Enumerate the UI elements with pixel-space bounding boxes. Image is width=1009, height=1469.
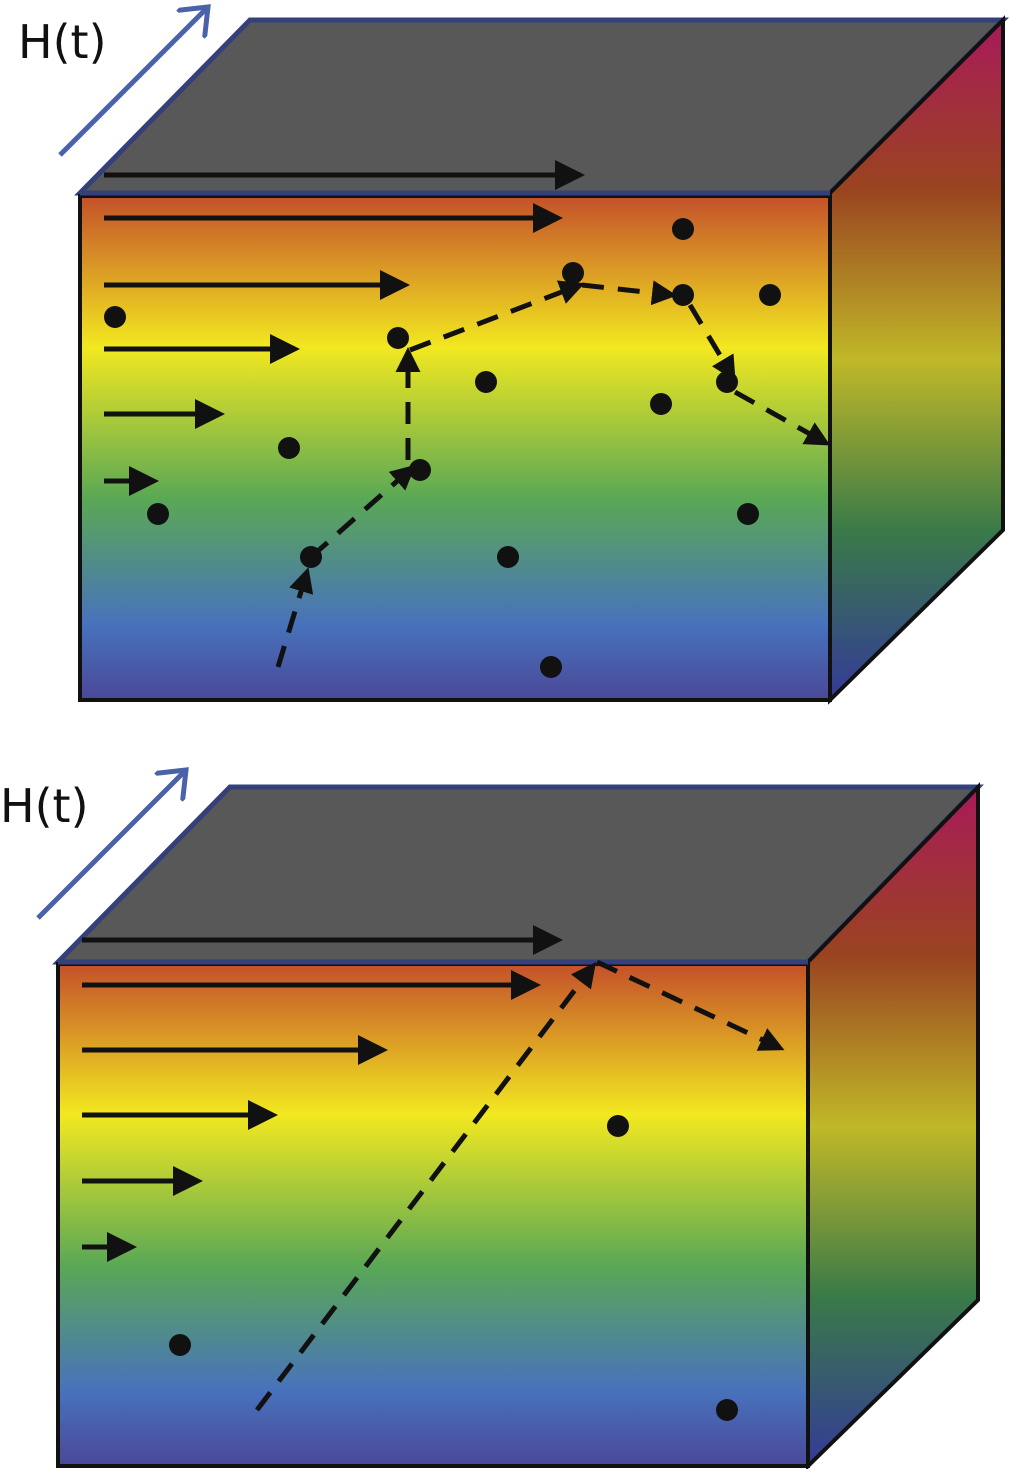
trajectory	[275, 567, 314, 668]
particles	[409, 459, 431, 481]
particles	[169, 1115, 738, 1421]
particles	[169, 1334, 191, 1356]
flow-arrows	[82, 925, 563, 1262]
field-arrow	[36, 770, 186, 920]
particles	[716, 1399, 738, 1421]
particles	[475, 371, 497, 393]
front-face	[78, 194, 832, 702]
trajectory	[687, 303, 736, 382]
front-face	[56, 962, 810, 1468]
particles	[497, 546, 519, 568]
trajectory	[275, 280, 831, 668]
particles	[147, 503, 169, 525]
particles	[672, 284, 694, 306]
trajectory	[409, 280, 585, 353]
trajectory	[309, 464, 416, 559]
label: H(t)	[0, 779, 89, 833]
field-arrow	[58, 7, 208, 157]
trajectory	[733, 389, 831, 446]
particles	[716, 371, 738, 393]
label: H(t)	[18, 15, 107, 69]
particles	[278, 437, 300, 459]
trajectory	[255, 962, 597, 1412]
particles	[650, 393, 672, 415]
particles	[759, 284, 781, 306]
panel-top: H(t)	[18, 7, 1009, 705]
panel-bottom: H(t)	[0, 770, 984, 1469]
particles	[672, 218, 694, 240]
particles	[387, 327, 409, 349]
particles	[540, 656, 562, 678]
particles	[607, 1115, 629, 1137]
particles	[737, 503, 759, 525]
particles	[104, 306, 126, 328]
flow-arrows	[104, 160, 585, 496]
trajectory	[255, 959, 785, 1412]
trajectory	[581, 280, 677, 306]
particles	[562, 262, 584, 284]
